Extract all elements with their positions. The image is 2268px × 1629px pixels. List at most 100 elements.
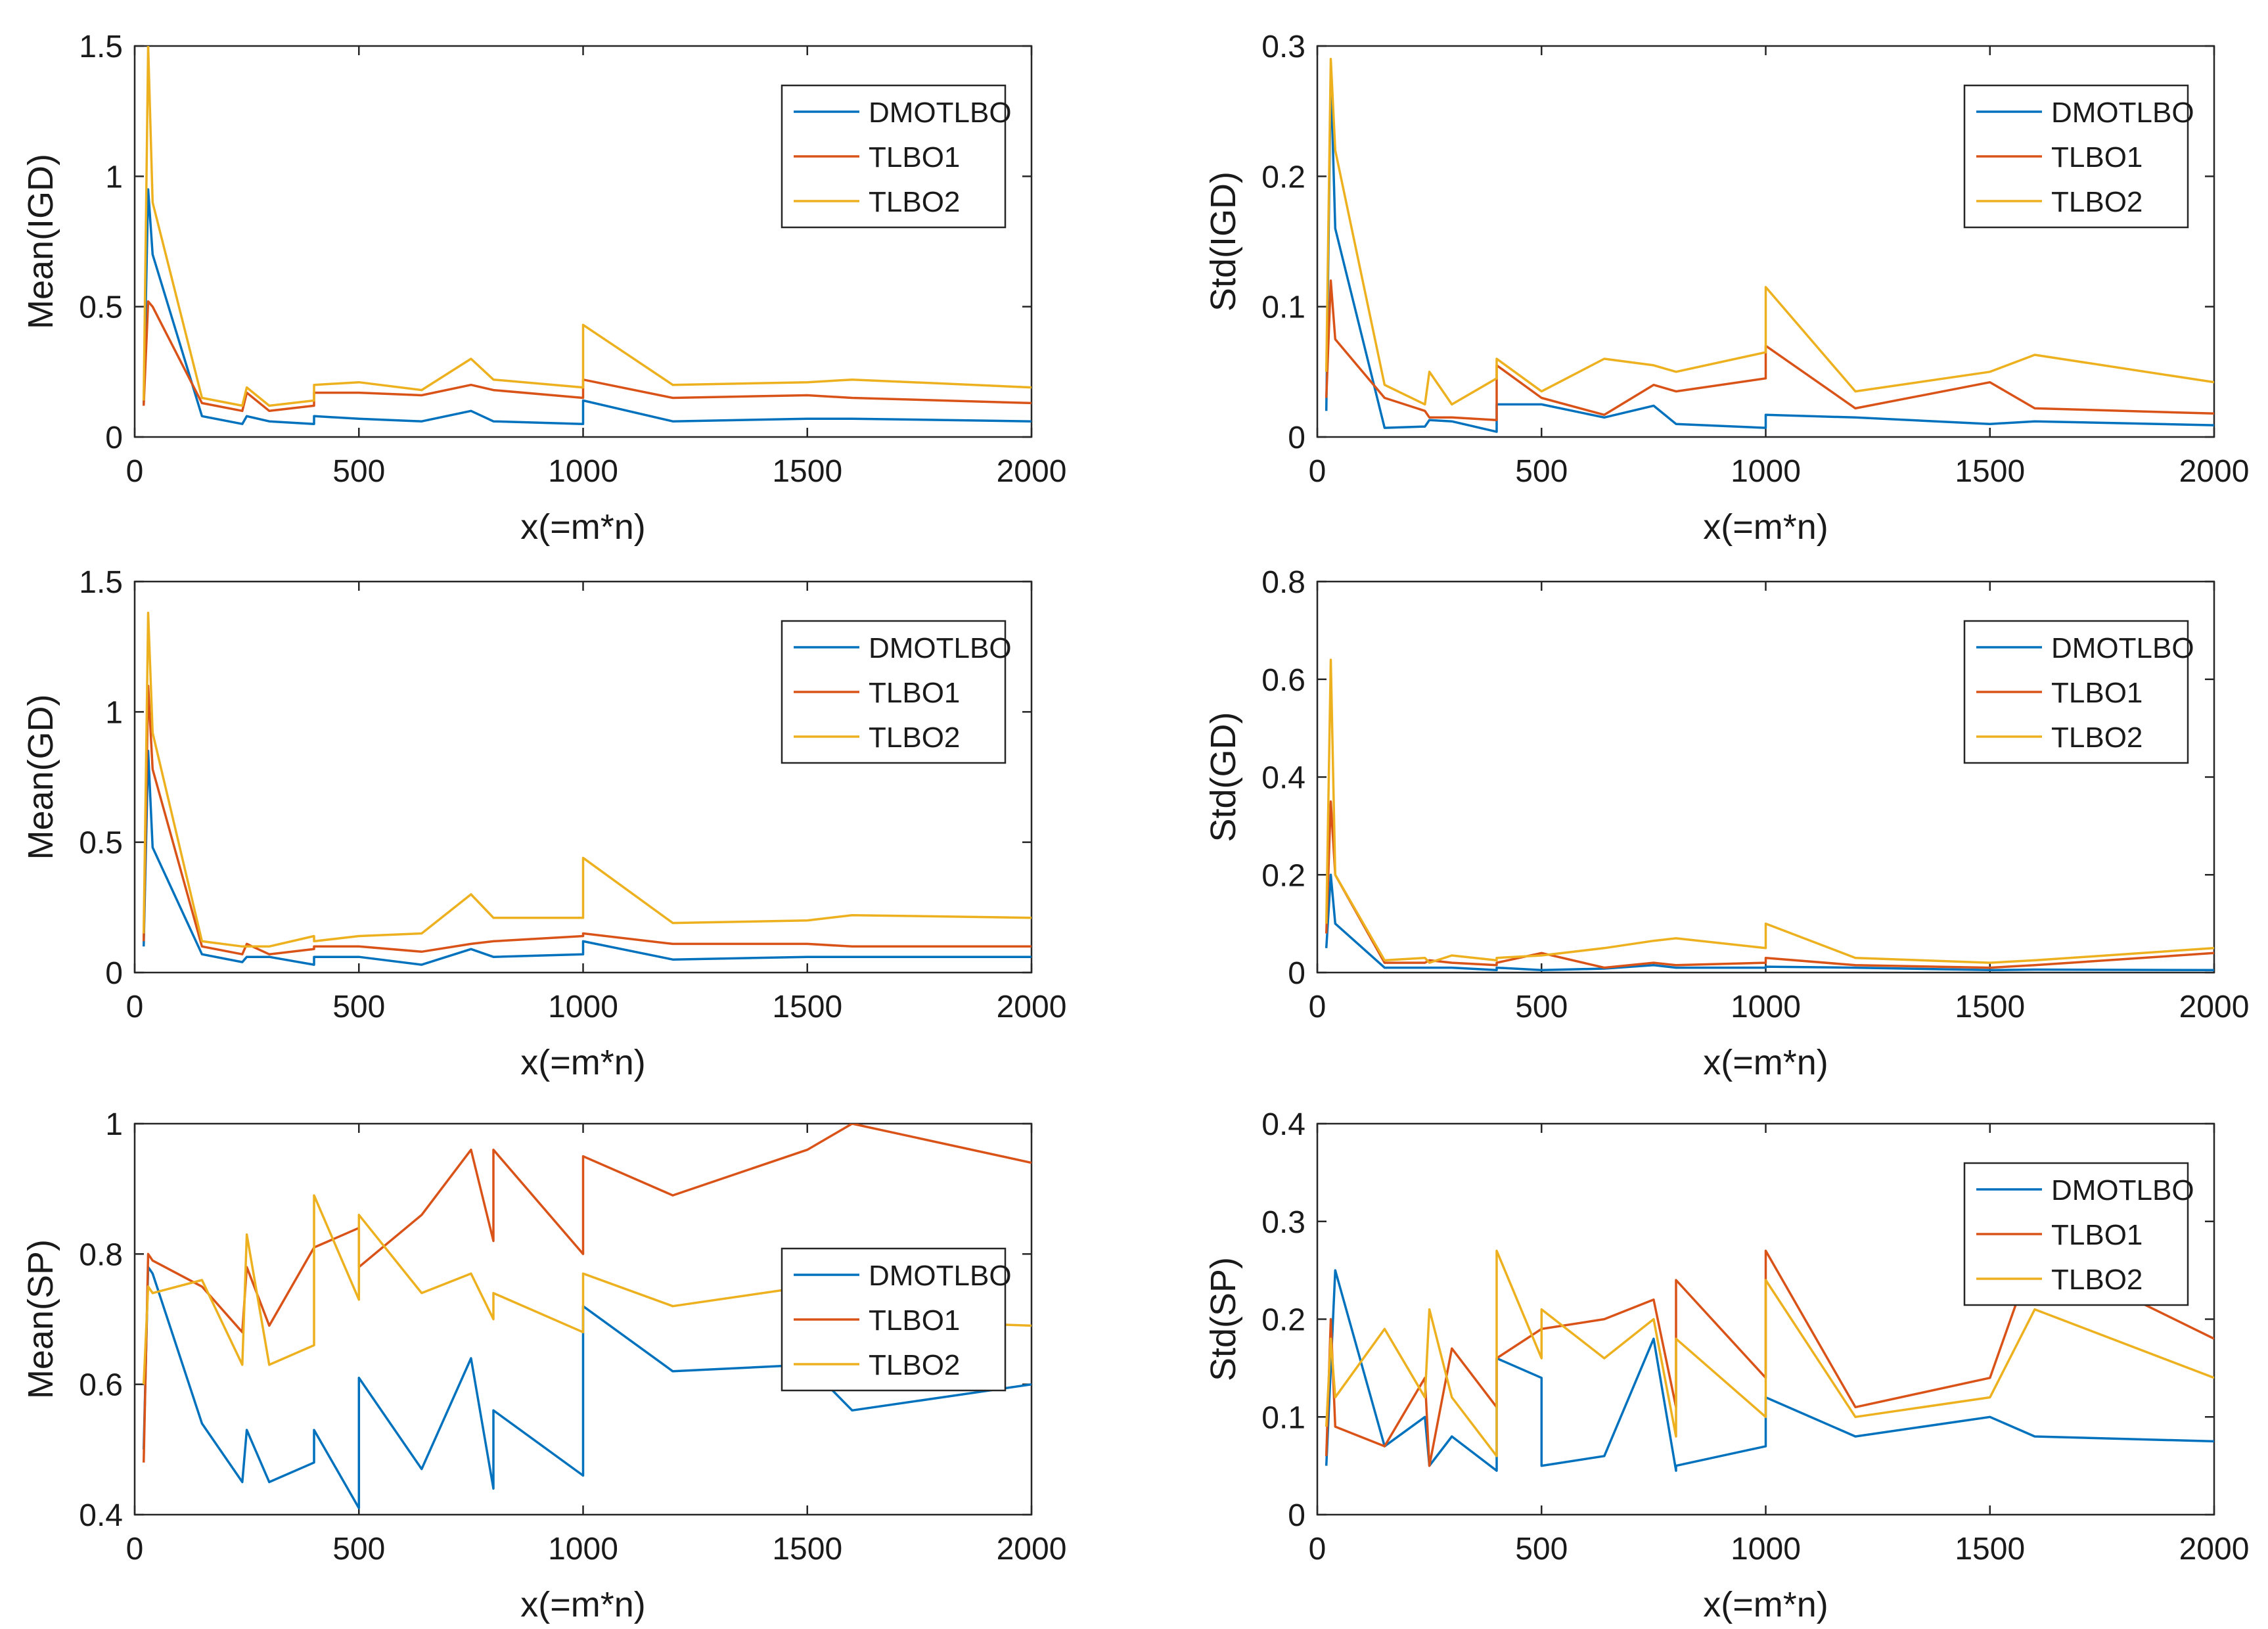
legend-label: DMOTLBO bbox=[869, 632, 1012, 664]
legend-label: DMOTLBO bbox=[869, 97, 1012, 129]
x-tick-label: 1500 bbox=[1955, 454, 2025, 489]
x-tick-label: 500 bbox=[332, 454, 385, 489]
y-axis-label: Mean(SP) bbox=[21, 1239, 60, 1399]
x-tick-label: 2000 bbox=[997, 1532, 1067, 1567]
y-tick-label: 0.5 bbox=[79, 290, 123, 325]
x-tick-label: 500 bbox=[332, 990, 385, 1024]
x-tick-label: 2000 bbox=[2179, 454, 2250, 489]
x-tick-label: 1500 bbox=[772, 454, 842, 489]
series-line-dmotlbo bbox=[142, 1266, 1032, 1509]
y-tick-label: 0.2 bbox=[1261, 160, 1305, 195]
x-tick-label: 2000 bbox=[997, 454, 1067, 489]
x-tick-label: 0 bbox=[1309, 454, 1327, 489]
series-line-dmotlbo bbox=[142, 188, 1032, 425]
x-tick-label: 1000 bbox=[548, 1532, 618, 1567]
y-tick-label: 0.3 bbox=[1261, 1205, 1305, 1240]
y-tick-label: 0.4 bbox=[1261, 761, 1305, 796]
x-tick-label: 0 bbox=[1309, 990, 1327, 1024]
series-line-tlbo1 bbox=[1325, 279, 2214, 421]
y-tick-label: 1 bbox=[105, 695, 123, 730]
x-tick-label: 0 bbox=[126, 1532, 144, 1567]
x-axis-label: x(=m*n) bbox=[520, 1043, 646, 1082]
y-tick-label: 0 bbox=[1288, 956, 1305, 991]
y-tick-label: 0.8 bbox=[79, 1237, 123, 1272]
series-line-tlbo1 bbox=[142, 684, 1032, 955]
legend-label: TLBO2 bbox=[2051, 722, 2143, 754]
legend-label: TLBO2 bbox=[2051, 1264, 2143, 1296]
y-axis-label: Std(SP) bbox=[1204, 1257, 1243, 1381]
y-tick-label: 0.5 bbox=[79, 826, 123, 861]
legend: DMOTLBO TLBO1 TLBO2 bbox=[1963, 620, 2194, 764]
series-line-tlbo1 bbox=[142, 300, 1032, 413]
series-line-tlbo2 bbox=[1325, 58, 2214, 406]
legend-label: TLBO2 bbox=[869, 722, 960, 754]
legend-label: TLBO1 bbox=[2051, 1219, 2143, 1251]
x-tick-label: 1000 bbox=[548, 990, 618, 1024]
series-group bbox=[1325, 1249, 2214, 1472]
legend-label: TLBO1 bbox=[2051, 141, 2143, 173]
y-tick-label: 0 bbox=[1288, 421, 1305, 455]
series-group bbox=[1325, 658, 2214, 972]
x-tick-label: 1000 bbox=[548, 454, 618, 489]
chart-panels: 0 500 1000 1500 200000.511.5x(=m*n)Mean(IGD)… bbox=[21, 30, 2249, 1624]
y-tick-label: 0 bbox=[1288, 1498, 1305, 1533]
series-group bbox=[142, 1124, 1032, 1509]
series-line-tlbo1 bbox=[1325, 1249, 2214, 1467]
series-line-tlbo2 bbox=[142, 46, 1032, 407]
y-axis-label: Mean(IGD) bbox=[21, 154, 60, 329]
y-tick-label: 0 bbox=[105, 956, 123, 991]
chart-panel: 0 500 1000 1500 2000 0 0.5 1 1.5 x(=m*n) Mean(IGD)… bbox=[21, 30, 1066, 547]
x-tick-label: 2000 bbox=[2179, 1532, 2250, 1567]
x-tick-label: 0 bbox=[1309, 1532, 1327, 1567]
x-tick-label: 0 bbox=[126, 454, 144, 489]
series-line-tlbo2 bbox=[142, 1194, 1032, 1385]
legend: DMOTLBO TLBO1 TLBO2 bbox=[781, 1247, 1012, 1392]
legend-label: TLBO1 bbox=[869, 677, 960, 709]
y-axis-label: Std(IGD) bbox=[1204, 172, 1243, 311]
y-axis-label: Std(GD) bbox=[1204, 712, 1243, 842]
x-axis-label: x(=m*n) bbox=[1703, 1043, 1828, 1082]
series-line-dmotlbo bbox=[1325, 873, 2214, 972]
y-tick-label: 0.4 bbox=[79, 1498, 123, 1533]
legend-label: TLBO2 bbox=[869, 1349, 960, 1381]
x-tick-label: 2000 bbox=[997, 990, 1067, 1024]
series-line-tlbo2 bbox=[142, 611, 1032, 948]
chart-panel: 0 500 1000 1500 2000 0.4 0.6 0.8 1 x(=m*n) Mean(SP… bbox=[21, 1107, 1066, 1624]
legend-label: DMOTLBO bbox=[869, 1260, 1012, 1292]
x-tick-label: 1500 bbox=[1955, 1532, 2025, 1567]
legend-label: TLBO1 bbox=[869, 1304, 960, 1337]
x-tick-label: 1500 bbox=[1955, 990, 2025, 1024]
x-axis-label: x(=m*n) bbox=[520, 507, 646, 547]
y-tick-label: 0.4 bbox=[1261, 1107, 1305, 1142]
chart-panel: 0 500 1000 1500 2000 0 0.1 0.2 0.3 0.4 x(=m*n) Std(… bbox=[1204, 1107, 2249, 1624]
series-line-dmotlbo bbox=[142, 750, 1032, 966]
x-tick-label: 500 bbox=[332, 1532, 385, 1567]
series-line-tlbo1 bbox=[1325, 800, 2214, 969]
x-axis-label: x(=m*n) bbox=[1703, 507, 1828, 547]
legend-label: TLBO1 bbox=[2051, 677, 2143, 709]
y-axis-label: Mean(GD) bbox=[21, 694, 60, 860]
y-tick-label: 1.5 bbox=[79, 565, 123, 600]
y-tick-label: 1 bbox=[105, 160, 123, 195]
x-tick-label: 2000 bbox=[2179, 990, 2250, 1024]
chart-panel: 0 500 1000 1500 2000 0 0.5 1 1.5 x(=m*n) Mean(GD) D… bbox=[21, 565, 1066, 1082]
legend-label: TLBO2 bbox=[2051, 186, 2143, 218]
y-tick-label: 0.1 bbox=[1261, 290, 1305, 325]
y-tick-label: 0.2 bbox=[1261, 858, 1305, 893]
x-tick-label: 0 bbox=[126, 990, 144, 1024]
x-tick-label: 1500 bbox=[772, 990, 842, 1024]
legend: DMOTLBO TLBO1 TLBO2 bbox=[781, 84, 1012, 229]
y-tick-label: 0.2 bbox=[1261, 1303, 1305, 1338]
chart-panel: 0 500 1000 1500 2000 0 0.1 0.2 0.3 x(=m*n) Std(IGD… bbox=[1204, 30, 2249, 547]
y-tick-label: 0.8 bbox=[1261, 565, 1305, 600]
legend-label: DMOTLBO bbox=[2051, 1174, 2194, 1206]
x-axis-label: x(=m*n) bbox=[520, 1585, 646, 1624]
series-line-tlbo2 bbox=[1325, 658, 2214, 964]
y-tick-label: 1 bbox=[105, 1107, 123, 1142]
y-tick-label: 0 bbox=[105, 421, 123, 455]
legend-label: TLBO1 bbox=[869, 141, 960, 173]
x-tick-label: 1000 bbox=[1731, 1532, 1801, 1567]
series-line-tlbo2 bbox=[1325, 1249, 2214, 1457]
series-line-dmotlbo bbox=[1325, 1269, 2214, 1472]
